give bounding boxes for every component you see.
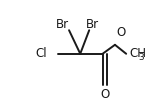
Text: O: O (100, 88, 109, 101)
Text: Br: Br (56, 18, 69, 31)
Text: Br: Br (86, 18, 99, 31)
Text: Cl: Cl (35, 47, 47, 60)
Text: O: O (117, 26, 126, 39)
Text: CH: CH (129, 47, 146, 60)
Text: 3: 3 (138, 53, 144, 62)
